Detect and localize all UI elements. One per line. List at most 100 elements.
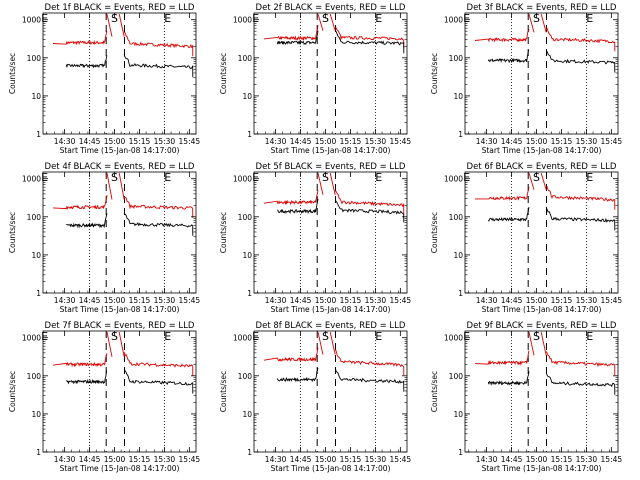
panel-title: Det 3f BLACK = Events, RED = LLD (467, 3, 617, 13)
x-axis-label: Start Time (15-Jan-08 14:17:00) (271, 146, 391, 155)
lld-spike (106, 14, 113, 37)
lld-trace (474, 350, 530, 366)
marker-s-1: S (533, 330, 540, 343)
x-tick-label: 15:30 (576, 296, 598, 305)
plot-area (263, 331, 405, 452)
lld-trace (263, 25, 319, 42)
marker-e-2: E (164, 330, 171, 343)
y-tick-label: 10 (31, 92, 41, 101)
x-tick-label: 15:30 (365, 455, 387, 464)
lld-trace (263, 347, 319, 362)
x-tick-label: 15:15 (551, 296, 573, 305)
lld-trace (123, 351, 194, 377)
y-axis-label: Counts/sec (8, 212, 17, 253)
x-axis-label: Start Time (15-Jan-08 14:17:00) (482, 305, 602, 314)
x-tick-label: 14:30 (476, 137, 498, 146)
y-tick-label: 100 (238, 213, 253, 222)
y-tick-label: 1 (36, 448, 41, 457)
marker-e-2: E (164, 12, 171, 25)
panel-frame (42, 171, 197, 294)
x-axis-label: Start Time (15-Jan-08 14:17:00) (271, 305, 391, 314)
x-tick-label: 15:45 (179, 296, 201, 305)
y-axis-label: Counts/sec (219, 212, 228, 253)
lld-trace (334, 349, 405, 376)
lld-trace (546, 186, 616, 210)
y-tick-label: 1000 (444, 16, 463, 25)
x-tick-label: 14:30 (265, 137, 287, 146)
x-tick-label: 14:30 (476, 296, 498, 305)
panel-frame (42, 12, 197, 135)
panel-det-9: Det 9f BLACK = Events, RED = LLD 1 10 100 10… (430, 321, 622, 473)
x-tick-label: 15:00 (104, 137, 126, 146)
panel-frame (42, 330, 197, 453)
x-tick-label: 15:15 (340, 296, 362, 305)
events-trace (276, 30, 319, 46)
marker-s-1: S (322, 171, 329, 184)
plot-area (474, 331, 616, 452)
panel-title: Det 7f BLACK = Events, RED = LLD (45, 321, 195, 331)
events-trace (66, 370, 108, 385)
events-trace (545, 206, 616, 231)
events-trace (276, 367, 319, 383)
lld-spike (317, 172, 324, 196)
lld-trace (52, 195, 108, 211)
lld-trace (475, 187, 530, 201)
marker-e-0: E (41, 12, 48, 25)
marker-s-1: S (322, 330, 329, 343)
x-tick-label: 14:30 (265, 296, 287, 305)
marker-e-2: E (586, 12, 593, 25)
y-tick-label: 10 (31, 251, 41, 260)
events-trace (334, 199, 405, 223)
x-tick-label: 15:45 (179, 455, 201, 464)
x-tick-label: 14:30 (54, 455, 76, 464)
events-trace (65, 55, 108, 69)
x-tick-label: 15:30 (365, 137, 387, 146)
lld-spike (528, 13, 535, 33)
x-tick-label: 15:00 (315, 455, 337, 464)
y-tick-label: 1000 (444, 175, 463, 184)
lld-spike (329, 172, 336, 196)
y-tick-label: 10 (453, 251, 463, 260)
events-trace (487, 49, 530, 64)
y-tick-label: 10 (242, 410, 252, 419)
y-tick-label: 10 (453, 410, 463, 419)
x-tick-label: 15:45 (390, 137, 412, 146)
y-tick-label: 100 (27, 372, 42, 381)
y-axis-label: Counts/sec (8, 53, 17, 94)
x-tick-label: 15:45 (390, 296, 412, 305)
panel-det-8: Det 8f BLACK = Events, RED = LLD 1 10 100 10… (219, 321, 411, 473)
x-tick-label: 14:45 (290, 137, 312, 146)
panel-title: Det 5f BLACK = Events, RED = LLD (256, 162, 406, 172)
marker-e-0: E (41, 171, 48, 184)
y-tick-label: 1 (247, 130, 252, 139)
panel-frame (464, 12, 619, 135)
x-tick-label: 15:00 (315, 296, 337, 305)
x-tick-label: 15:00 (526, 455, 548, 464)
marker-e-0: E (41, 330, 48, 343)
panel-det-3: Det 3f BLACK = Events, RED = LLD 1 10 100 10… (430, 3, 622, 155)
y-axis-label: Counts/sec (430, 371, 439, 412)
y-tick-label: 1000 (22, 334, 41, 343)
x-tick-label: 14:45 (290, 455, 312, 464)
y-axis-label: Counts/sec (430, 53, 439, 94)
lld-spike (329, 332, 336, 355)
x-tick-label: 15:30 (576, 137, 598, 146)
y-tick-label: 100 (449, 54, 464, 63)
y-tick-label: 1 (36, 289, 41, 298)
x-tick-label: 15:45 (601, 137, 623, 146)
x-tick-label: 15:45 (179, 137, 201, 146)
y-tick-label: 100 (449, 213, 464, 222)
marker-e-0: E (463, 330, 470, 343)
marker-e-2: E (375, 171, 382, 184)
marker-e-2: E (164, 171, 171, 184)
lld-spike (540, 13, 547, 33)
lld-spike (528, 172, 535, 190)
lld-trace (52, 31, 108, 46)
plot-area (475, 172, 616, 293)
x-tick-label: 15:30 (576, 455, 598, 464)
marker-e-2: E (586, 330, 593, 343)
x-tick-label: 15:00 (315, 137, 337, 146)
panel-det-4: Det 4f BLACK = Events, RED = LLD 1 10 100 10… (8, 162, 200, 314)
marker-e-0: E (252, 330, 259, 343)
